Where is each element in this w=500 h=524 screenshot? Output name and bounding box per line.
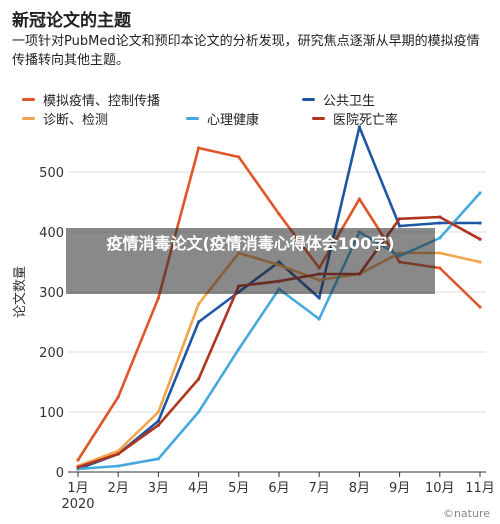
data-point — [76, 465, 80, 469]
data-point — [197, 410, 201, 414]
data-point — [317, 296, 321, 300]
x-tick-label: 2月 — [108, 481, 129, 496]
legend-item-hospital-mortality: 医院死亡率 — [312, 109, 398, 128]
data-point — [438, 221, 442, 225]
y-axis-label: 论文数量 — [13, 266, 28, 318]
data-point — [156, 419, 160, 423]
data-point — [237, 155, 241, 159]
data-point — [478, 305, 482, 309]
data-point — [438, 251, 442, 255]
x-tick-label: 8月 — [349, 481, 370, 496]
x-tick-label: 11月 — [465, 481, 495, 496]
legend-item-diagnosis: 诊断、检测 — [22, 109, 108, 128]
y-tick-label: 500 — [39, 166, 64, 181]
legend-label-hospital-mortality: 医院死亡率 — [333, 113, 399, 128]
x-tick-label: 3月 — [148, 481, 169, 496]
data-point — [237, 347, 241, 351]
legend-swatch-public-health — [302, 98, 315, 101]
legend-label-modeling: 模拟疫情、控制传播 — [43, 94, 161, 109]
data-point — [156, 410, 160, 414]
data-point — [116, 452, 120, 456]
x-tick-label: 6月 — [268, 481, 289, 496]
x-tick-label: 1月 — [67, 481, 88, 496]
x-tick-label: 9月 — [389, 481, 410, 496]
data-point — [197, 320, 201, 324]
y-tick-label: 100 — [39, 406, 64, 421]
x-tick-label: 5月 — [228, 481, 249, 496]
data-point — [116, 464, 120, 468]
x-year-label: 2020 — [61, 497, 94, 512]
y-tick-label: 0 — [56, 466, 64, 481]
data-point — [116, 395, 120, 399]
legend-swatch-hospital-mortality — [312, 117, 325, 120]
x-tick-label: 4月 — [188, 481, 209, 496]
data-point — [438, 215, 442, 219]
overlay-banner — [66, 228, 435, 294]
data-point — [478, 260, 482, 264]
y-tick-label: 200 — [39, 346, 64, 361]
data-point — [478, 221, 482, 225]
data-point — [156, 296, 160, 300]
data-point — [116, 449, 120, 453]
data-point — [398, 217, 402, 221]
legend-swatch-diagnosis — [22, 117, 35, 120]
data-point — [197, 146, 201, 150]
data-point — [277, 212, 281, 216]
data-point — [357, 197, 361, 201]
chart-subtitle: 一项针对PubMed论文和预印本论文的分析发现，研究焦点逐渐从早期的模拟疫情传播… — [12, 34, 480, 68]
legend-item-modeling: 模拟疫情、控制传播 — [22, 90, 160, 109]
data-point — [76, 458, 80, 462]
data-point — [398, 224, 402, 228]
series-line-1 — [76, 125, 482, 471]
legend-label-diagnosis: 诊断、检测 — [43, 113, 109, 128]
data-point — [156, 457, 160, 461]
data-point — [156, 423, 160, 427]
legend-item-public-health: 公共卫生 — [302, 90, 375, 109]
legend-label-public-health: 公共卫生 — [323, 94, 376, 109]
data-point — [357, 125, 361, 129]
legend-swatch-modeling — [22, 98, 35, 101]
data-point — [197, 377, 201, 381]
data-point — [478, 237, 482, 241]
overlay-text: 疫情消毒论文(疫情消毒心得体会100字) — [106, 234, 395, 253]
y-tick-label: 400 — [39, 226, 64, 241]
data-point — [317, 317, 321, 321]
data-point — [438, 236, 442, 240]
data-point — [438, 266, 442, 270]
data-point — [478, 191, 482, 195]
chart-title: 新冠论文的主题 — [12, 11, 131, 31]
legend-item-mental-health: 心理健康 — [186, 109, 259, 128]
nature-watermark: ©nature — [442, 507, 490, 520]
x-tick-label: 7月 — [309, 481, 330, 496]
data-point — [197, 302, 201, 306]
chart-legend: 模拟疫情、控制传播 公共卫生 诊断、检测 心理健康 医院死亡率 — [22, 90, 492, 130]
legend-label-mental-health: 心理健康 — [207, 113, 260, 128]
y-tick-label: 300 — [39, 286, 64, 301]
legend-swatch-mental-health — [186, 117, 199, 120]
series-line-0 — [76, 146, 482, 462]
x-tick-label: 10月 — [425, 481, 455, 496]
